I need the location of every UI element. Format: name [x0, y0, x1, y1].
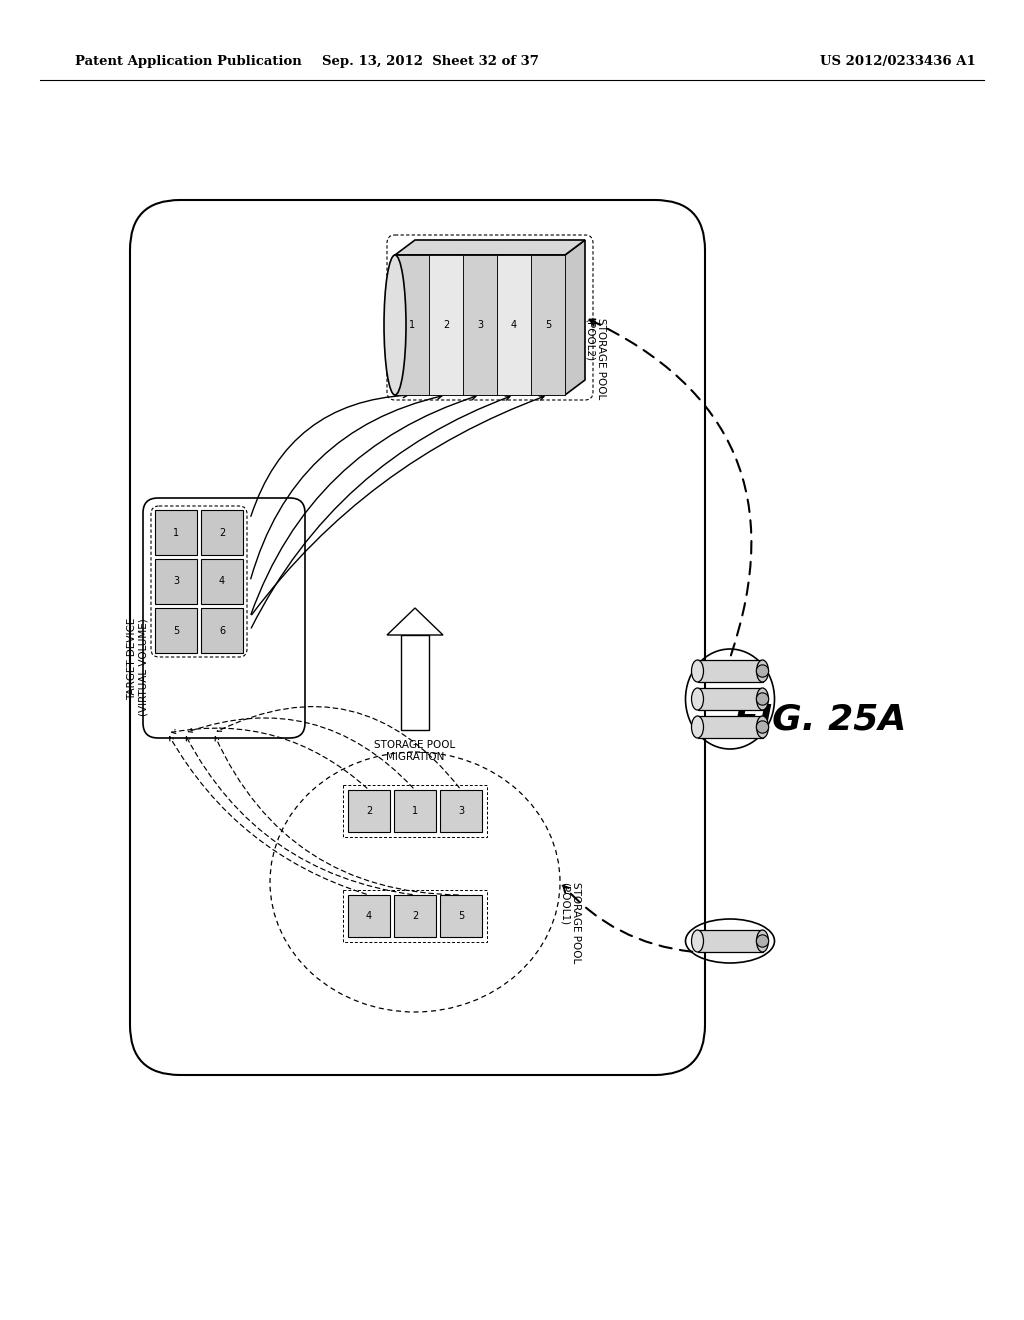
- Circle shape: [757, 721, 769, 733]
- Bar: [155, 510, 197, 554]
- Text: STORAGE POOL
MIGRATION: STORAGE POOL MIGRATION: [375, 741, 456, 762]
- Text: 2: 2: [442, 319, 450, 330]
- Text: 4: 4: [511, 319, 517, 330]
- Bar: [201, 609, 243, 653]
- Bar: [463, 255, 497, 395]
- Text: 1: 1: [412, 807, 418, 816]
- FancyArrowPatch shape: [563, 886, 692, 952]
- Text: 2: 2: [366, 807, 372, 816]
- Polygon shape: [395, 240, 585, 255]
- Text: 2: 2: [412, 911, 418, 921]
- Circle shape: [757, 935, 769, 948]
- Ellipse shape: [757, 715, 768, 738]
- Text: FIG. 25A: FIG. 25A: [734, 704, 906, 737]
- Bar: [395, 255, 565, 395]
- Text: Patent Application Publication: Patent Application Publication: [75, 55, 302, 69]
- Bar: [201, 510, 243, 554]
- Text: 6: 6: [219, 626, 225, 635]
- Bar: [155, 558, 197, 605]
- Ellipse shape: [757, 660, 768, 682]
- Polygon shape: [565, 240, 585, 395]
- Text: Sep. 13, 2012  Sheet 32 of 37: Sep. 13, 2012 Sheet 32 of 37: [322, 55, 539, 69]
- Bar: [440, 789, 482, 832]
- Text: 3: 3: [477, 319, 483, 330]
- Ellipse shape: [691, 715, 703, 738]
- FancyArrowPatch shape: [186, 737, 413, 895]
- Bar: [697, 660, 763, 682]
- Bar: [395, 255, 429, 395]
- Bar: [440, 895, 482, 937]
- FancyArrowPatch shape: [251, 396, 510, 628]
- Text: TARGET DEVICE
(VIRTUAL VOLUME): TARGET DEVICE (VIRTUAL VOLUME): [127, 618, 148, 715]
- Bar: [497, 255, 531, 395]
- Text: 3: 3: [173, 577, 179, 586]
- Bar: [155, 609, 197, 653]
- Text: 5: 5: [173, 626, 179, 635]
- FancyArrowPatch shape: [217, 706, 460, 788]
- Bar: [348, 895, 390, 937]
- FancyArrowPatch shape: [251, 393, 408, 516]
- Bar: [697, 931, 763, 952]
- FancyArrowPatch shape: [215, 737, 458, 895]
- Ellipse shape: [691, 660, 703, 682]
- Circle shape: [757, 693, 769, 705]
- FancyArrowPatch shape: [170, 737, 367, 894]
- Ellipse shape: [757, 688, 768, 710]
- Text: STORAGE POOL
(POOL2): STORAGE POOL (POOL2): [585, 318, 606, 399]
- Text: 1: 1: [173, 528, 179, 537]
- Bar: [697, 688, 763, 710]
- Bar: [348, 789, 390, 832]
- Ellipse shape: [757, 931, 768, 952]
- Circle shape: [757, 665, 769, 677]
- Bar: [343, 785, 487, 837]
- Text: 5: 5: [458, 911, 464, 921]
- FancyArrowPatch shape: [590, 319, 752, 655]
- FancyArrowPatch shape: [251, 395, 441, 579]
- Text: US 2012/0233436 A1: US 2012/0233436 A1: [820, 55, 976, 69]
- Text: 1: 1: [409, 319, 415, 330]
- FancyArrowPatch shape: [172, 729, 367, 788]
- Bar: [394, 895, 436, 937]
- Text: 4: 4: [366, 911, 372, 921]
- Polygon shape: [387, 609, 443, 635]
- Text: 4: 4: [219, 577, 225, 586]
- Bar: [201, 558, 243, 605]
- Bar: [401, 635, 429, 730]
- Text: 5: 5: [545, 319, 551, 330]
- Bar: [531, 255, 565, 395]
- Ellipse shape: [384, 255, 406, 395]
- Text: 3: 3: [458, 807, 464, 816]
- FancyArrowPatch shape: [252, 396, 544, 615]
- FancyArrowPatch shape: [188, 718, 413, 788]
- Ellipse shape: [691, 931, 703, 952]
- Bar: [394, 789, 436, 832]
- Ellipse shape: [691, 688, 703, 710]
- FancyArrowPatch shape: [251, 396, 476, 614]
- Text: STORAGE POOL
(POOL1): STORAGE POOL (POOL1): [559, 882, 581, 964]
- Bar: [343, 890, 487, 942]
- Bar: [429, 255, 463, 395]
- Text: 2: 2: [219, 528, 225, 537]
- Bar: [697, 715, 763, 738]
